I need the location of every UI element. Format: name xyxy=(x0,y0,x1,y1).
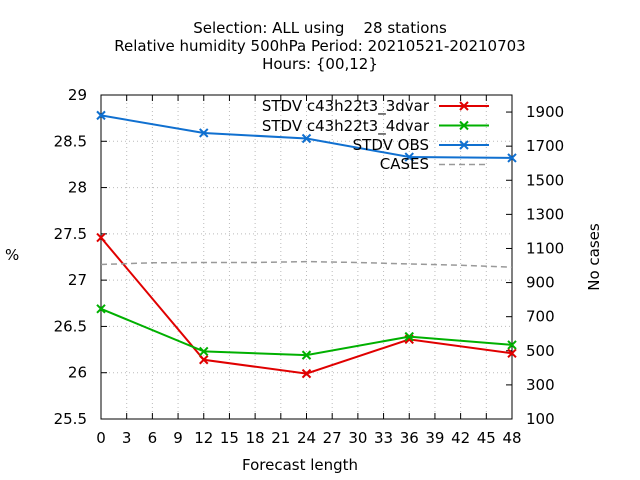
x-tick-label: 0 xyxy=(96,429,106,447)
y2-tick-label: 900 xyxy=(526,274,555,292)
x-tick-label: 21 xyxy=(271,429,290,447)
data-point-stdv-c43h22t3-4dvar xyxy=(507,340,517,350)
data-point-stdv-c43h22t3-4dvar-stroke-b xyxy=(96,304,106,314)
legend-label-cases: CASES xyxy=(379,155,429,173)
y-tick-label: 26 xyxy=(68,364,87,382)
title-line-2: Relative humidity 500hPa Period: 2021052… xyxy=(114,37,526,55)
y2-tick-label: 1300 xyxy=(526,205,564,223)
data-point-stdv-c43h22t3-3dvar-stroke-b xyxy=(507,348,517,358)
x-tick-label: 24 xyxy=(297,429,316,447)
y-tick-label: 27 xyxy=(68,271,87,289)
y-tick-label: 28 xyxy=(68,179,87,197)
data-point-stdv-c43h22t3-4dvar xyxy=(301,350,312,360)
legend-label-4dvar: STDV c43h22t3_4dvar xyxy=(261,117,429,135)
x-tick-label: 3 xyxy=(122,429,132,447)
data-point-stdv-c43h22t3-4dvar-stroke-b xyxy=(301,350,312,360)
x-tick-label: 15 xyxy=(220,429,239,447)
legend-marker-stdv-c43h22t3-4dvar xyxy=(459,120,469,131)
data-point-stdv-c43h22t3-3dvar-stroke-b xyxy=(96,232,106,243)
y2-tick-label: 1900 xyxy=(526,103,564,121)
y2-tick-label: 700 xyxy=(526,308,555,326)
data-point-stdv-obs-stroke-b xyxy=(404,152,414,162)
data-point-stdv-c43h22t3-4dvar xyxy=(404,331,414,342)
data-point-stdv-c43h22t3-3dvar xyxy=(507,348,517,358)
y2-tick-label: 100 xyxy=(526,410,555,428)
legend-marker-stdv-c43h22t3-3dvar xyxy=(459,101,469,111)
series-line-cases xyxy=(100,260,513,268)
y2-tick-label: 1100 xyxy=(526,239,564,257)
data-point-stdv-obs-stroke-b xyxy=(199,128,209,138)
data-point-stdv-c43h22t3-3dvar-stroke-b xyxy=(199,355,209,365)
data-point-stdv-obs-stroke-b xyxy=(507,153,517,163)
data-point-stdv-c43h22t3-4dvar-stroke-b xyxy=(404,331,414,342)
data-point-stdv-c43h22t3-3dvar xyxy=(301,368,312,379)
x-tick-label: 33 xyxy=(374,429,393,447)
series-line-stdv-c43h22t3-3dvar xyxy=(100,236,513,375)
legend-samples xyxy=(439,101,489,166)
legend-marker-stdv-obs-stroke-b xyxy=(459,140,469,150)
x-tick-label: 48 xyxy=(502,429,521,447)
x-tick-label: 12 xyxy=(194,429,213,447)
x-tick-label: 42 xyxy=(451,429,470,447)
y-tick-label: 28.5 xyxy=(54,132,87,150)
grid-lines xyxy=(101,95,512,419)
data-point-stdv-c43h22t3-3dvar-stroke-b xyxy=(301,368,312,379)
x-tick-label: 45 xyxy=(477,429,496,447)
y2-tick-label: 300 xyxy=(526,376,555,394)
chart-title: Selection: ALL using 28 stations Relativ… xyxy=(0,19,640,73)
data-point-stdv-c43h22t3-3dvar xyxy=(199,355,209,365)
legend-marker-stdv-obs xyxy=(459,140,469,150)
data-point-stdv-obs-stroke-b xyxy=(301,133,312,144)
legend-label-3dvar: STDV c43h22t3_3dvar xyxy=(261,97,429,115)
y-tick-label: 26.5 xyxy=(54,317,87,335)
data-point-stdv-obs xyxy=(96,110,106,121)
title-line-1: Selection: ALL using 28 stations xyxy=(193,19,447,37)
data-point-stdv-c43h22t3-4dvar xyxy=(96,304,106,314)
data-point-stdv-obs xyxy=(199,128,209,138)
title-line-3: Hours: {00,12} xyxy=(262,55,378,73)
y-tick-label: 27.5 xyxy=(54,225,87,243)
x-tick-label: 30 xyxy=(348,429,367,447)
data-point-stdv-c43h22t3-4dvar-stroke-b xyxy=(199,346,209,357)
y-axis-label: % xyxy=(5,246,20,264)
x-tick-label: 6 xyxy=(148,429,158,447)
y2-tick-label: 1700 xyxy=(526,137,564,155)
data-point-stdv-c43h22t3-4dvar-stroke-b xyxy=(507,340,517,350)
y2-axis-label: No cases xyxy=(585,223,603,291)
data-point-stdv-obs xyxy=(507,153,517,163)
data-point-stdv-c43h22t3-4dvar xyxy=(199,346,209,357)
data-point-stdv-c43h22t3-3dvar xyxy=(96,232,106,243)
data-point-stdv-obs xyxy=(404,152,414,162)
y-tick-label: 29 xyxy=(68,86,87,104)
y2-tick-label: 1500 xyxy=(526,171,564,189)
legend-marker-stdv-c43h22t3-4dvar-stroke-b xyxy=(459,120,469,131)
y-tick-label: 25.5 xyxy=(54,410,87,428)
data-point-stdv-obs-stroke-b xyxy=(96,110,106,121)
y2-tick-label: 500 xyxy=(526,342,555,360)
axis-ticks: 0 3 6 9 12 15 18 21 24 27 30 33 36 39 42 45 4825.52626.5… xyxy=(54,86,565,447)
series-layer xyxy=(96,110,517,379)
x-tick-label: 27 xyxy=(323,429,342,447)
legend-label-obs: STDV OBS xyxy=(352,136,429,154)
x-axis-label: Forecast length xyxy=(242,456,359,474)
x-tick-label: 18 xyxy=(246,429,265,447)
data-point-stdv-obs xyxy=(301,133,312,144)
x-tick-label: 36 xyxy=(400,429,419,447)
x-tick-label: 9 xyxy=(173,429,183,447)
x-tick-label: 39 xyxy=(425,429,444,447)
legend-marker-stdv-c43h22t3-3dvar-stroke-b xyxy=(459,101,469,111)
